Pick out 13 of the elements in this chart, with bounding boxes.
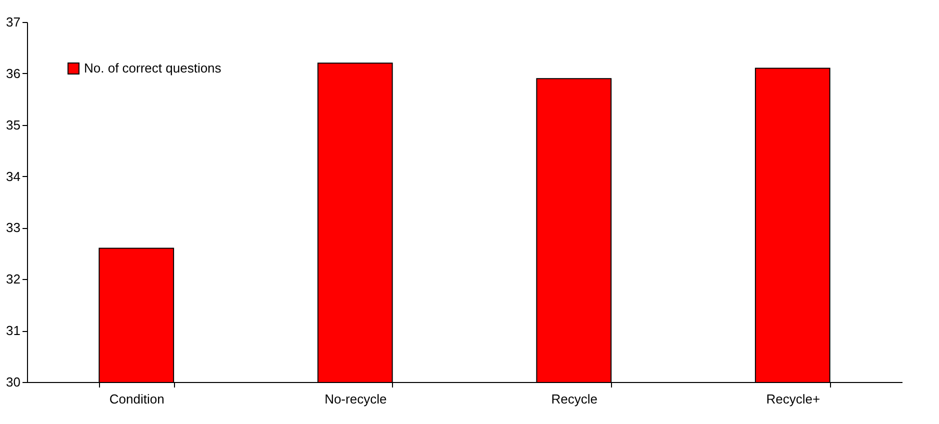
y-tick-label: 36 xyxy=(6,66,20,81)
x-tick-label: Recycle xyxy=(551,392,598,406)
x-tick-label: Condition xyxy=(109,392,164,406)
y-tick-label: 32 xyxy=(6,272,20,287)
y-tick-label: 31 xyxy=(6,323,20,338)
y-tick-label: 35 xyxy=(6,117,20,132)
y-tick-label: 30 xyxy=(6,374,20,390)
y-tick-label: 37 xyxy=(6,14,20,30)
y-tick-label: 34 xyxy=(6,168,20,184)
x-tick-label: No-recycle xyxy=(324,392,387,406)
x-tick-label: Recycle+ xyxy=(766,392,820,406)
y-tick-label: 33 xyxy=(6,220,20,236)
legend-label: No. of correct questions xyxy=(84,60,222,76)
